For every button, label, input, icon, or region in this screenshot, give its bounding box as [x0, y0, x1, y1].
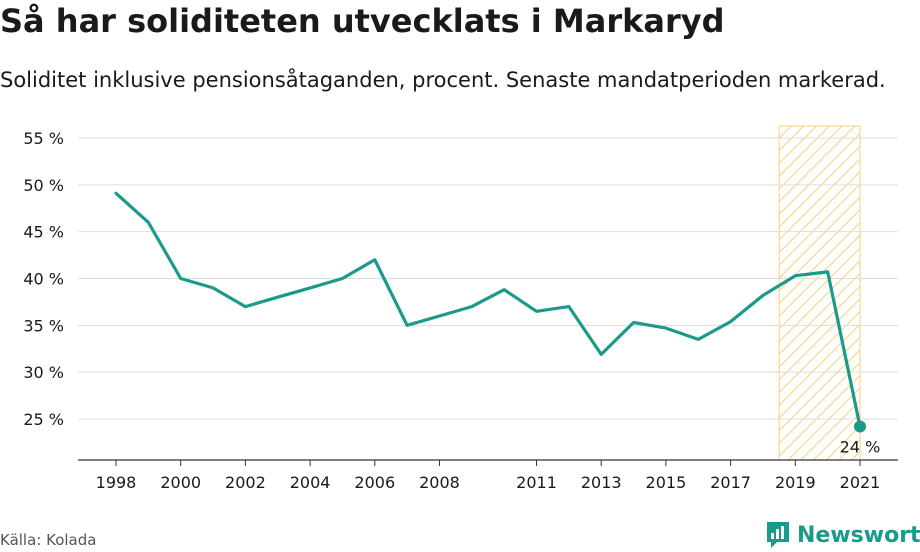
- y-tick-label: 35 %: [23, 316, 64, 335]
- brand-name: Newsworthy: [797, 522, 920, 548]
- x-tick-label: 2004: [290, 473, 331, 492]
- y-tick-label: 40 %: [23, 270, 64, 289]
- x-tick-label: 2000: [160, 473, 201, 492]
- x-tick-label: 2013: [581, 473, 622, 492]
- x-tick-label: 1998: [96, 473, 137, 492]
- x-tick-label: 2017: [710, 473, 751, 492]
- y-tick-label: 45 %: [23, 223, 64, 242]
- series-line: [114, 191, 862, 429]
- x-tick-label: 2021: [840, 473, 881, 492]
- chart-title: Så har soliditeten utvecklats i Markaryd: [0, 2, 725, 40]
- y-tick-label: 25 %: [23, 410, 64, 429]
- highlight-period: [778, 125, 861, 461]
- y-tick-label: 30 %: [23, 363, 64, 382]
- newsworthy-logo-icon: [767, 522, 789, 548]
- y-tick-label: 50 %: [23, 176, 64, 195]
- source-note: Källa: Kolada: [0, 531, 97, 549]
- x-tick-label: 2006: [354, 473, 395, 492]
- x-tick-label: 2008: [419, 473, 460, 492]
- chart-subtitle: Soliditet inklusive pensionsåtaganden, p…: [0, 68, 886, 92]
- data-point-last: [854, 420, 866, 433]
- x-tick-label: 2002: [225, 473, 266, 492]
- data-label-last: 24 %: [840, 437, 881, 456]
- x-tick-label: 2011: [516, 473, 557, 492]
- x-tick-label: 2019: [775, 473, 816, 492]
- y-tick-label: 55 %: [23, 129, 64, 148]
- x-tick-label: 2015: [646, 473, 687, 492]
- brand-logo: Newsworthy: [765, 520, 920, 550]
